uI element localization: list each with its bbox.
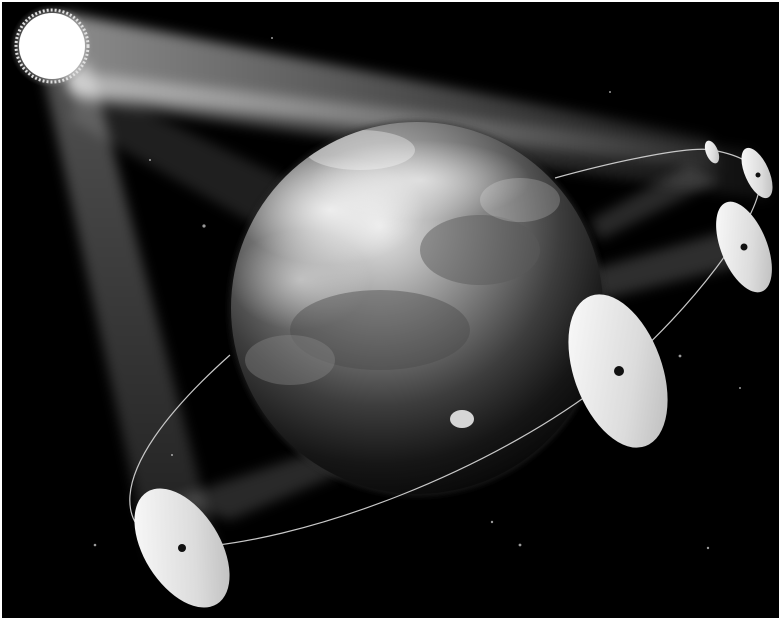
mirror-satellite	[568, 294, 668, 448]
mirror-satellite	[134, 488, 230, 608]
mirror-satellite	[450, 410, 474, 428]
mirror-satellites	[134, 140, 773, 608]
mirror-satellite	[716, 201, 772, 293]
mirror-satellite	[704, 140, 720, 164]
mirror-satellite	[741, 147, 773, 199]
earth-icon	[229, 120, 605, 496]
sun-icon	[10, 4, 94, 88]
